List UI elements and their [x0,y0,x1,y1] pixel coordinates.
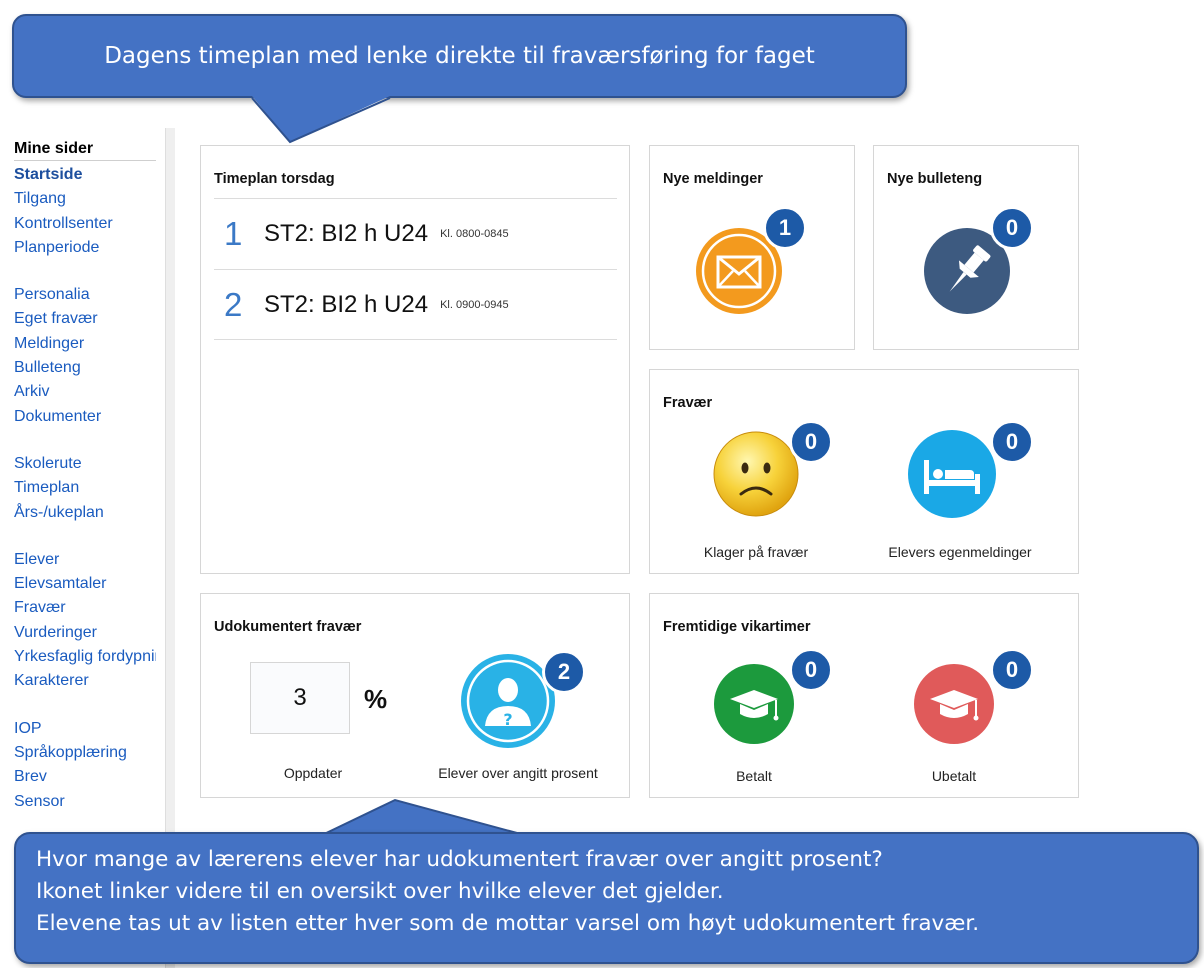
nav-item-kontrollsenter[interactable]: Kontrollsenter [14,214,113,232]
callout-bottom-line-2: Ikonet linker videre til en oversikt ove… [36,879,724,904]
callout-bottom: Hvor mange av lærerens elever har udokum… [14,832,1199,964]
callout-top-tail [251,96,391,144]
nav-item-tilgang[interactable]: Tilgang [14,190,66,208]
callout-top: Dagens timeplan med lenke direkte til fr… [12,14,907,98]
nav-group-5: IOP Språkopplæring Brev Sensor [14,717,156,814]
callout-bottom-tail [319,798,529,837]
udokumentert-panel: Udokumentert fravær 3 % Oppdater ? 2 Ele… [200,593,630,798]
meldinger-title: Nye meldinger [663,171,763,187]
nav-item-elevsamtaler[interactable]: Elevsamtaler [14,575,107,593]
vikartimer-panel: Fremtidige vikartimer 0 Betalt 0 Ubetalt [649,593,1079,798]
nav-item-arkiv[interactable]: Arkiv [14,383,50,401]
nav-group-4: Elever Elevsamtaler Fravær Vurderinger Y… [14,548,156,694]
nav-item-planperiode[interactable]: Planperiode [14,238,100,256]
nav-item-personalia[interactable]: Personalia [14,286,90,304]
meldinger-panel: Nye meldinger 1 [649,145,855,350]
percent-sign: % [364,684,388,714]
update-button[interactable]: Oppdater [283,765,343,781]
nav-group-3: Skolerute Timeplan Års-/ukeplan [14,452,156,525]
lesson-name-link[interactable]: ST2: BI2 h U24 [264,290,429,318]
egenmeldinger-count-badge: 0 [990,420,1034,464]
sidebar-nav: Mine sider Startside Tilgang Kontrollsen… [14,140,156,837]
nav-item-sensor[interactable]: Sensor [14,792,65,810]
timeplan-title: Timeplan torsdag [214,171,335,187]
sidebar-divider [165,128,175,968]
nav-item-meldinger[interactable]: Meldinger [14,334,85,352]
fravaer-panel: Fravær 0 Klager på fravær 0 [649,369,1079,574]
meldinger-count-badge: 1 [763,206,807,250]
nav-item-elever[interactable]: Elever [14,550,60,568]
nav-item-fravaer[interactable]: Fravær [14,599,66,617]
student-question-icon[interactable]: ? [461,654,555,748]
lesson-time: Kl. 0800-0845 [440,228,509,240]
nav-item-brev[interactable]: Brev [14,768,47,786]
nav-item-iop[interactable]: IOP [14,719,42,737]
bulleteng-title: Nye bulleteng [887,171,983,187]
students-over-percent-label[interactable]: Elever over angitt prosent [438,765,598,781]
egenmeldinger-label[interactable]: Elevers egenmeldinger [888,544,1032,560]
klager-label[interactable]: Klager på fravær [703,544,809,560]
timeplan-panel: Timeplan torsdag 1 ST2: BI2 h U24 Kl. 08… [200,145,630,574]
bulleteng-panel: Nye bulleteng 0 [873,145,1079,350]
svg-text:?: ? [503,710,512,729]
klager-count-badge: 0 [789,420,833,464]
betalt-count-badge: 0 [789,648,833,692]
sad-face-icon[interactable] [712,430,800,518]
ubetalt-label[interactable]: Ubetalt [931,768,977,784]
fravaer-title: Fravær [663,395,713,411]
envelope-icon[interactable] [696,228,782,314]
nav-item-timeplan[interactable]: Timeplan [14,479,80,497]
sidebar-title: Mine sider [14,140,156,161]
nav-item-karakterer[interactable]: Karakterer [14,672,89,690]
nav-group-2: Personalia Eget fravær Meldinger Bullete… [14,283,156,429]
nav-item-startside[interactable]: Startside [14,166,83,183]
nav-item-eget-fravaer[interactable]: Eget fravær [14,310,98,328]
nav-item-sprakopplaering[interactable]: Språkopplæring [14,743,127,761]
percent-input[interactable]: 3 [250,662,350,734]
nav-item-dokumenter[interactable]: Dokumenter [14,407,102,425]
udokumentert-title: Udokumentert fravær [214,619,362,635]
nav-item-vurderinger[interactable]: Vurderinger [14,623,98,641]
nav-item-bulleteng[interactable]: Bulleteng [14,359,81,377]
lesson-row-2[interactable]: 2 ST2: BI2 h U24 Kl. 0900-0945 [214,269,617,340]
ubetalt-count-badge: 0 [990,648,1034,692]
lesson-time: Kl. 0900-0945 [440,298,509,311]
betalt-label[interactable]: Betalt [736,768,772,784]
nav-item-skolerute[interactable]: Skolerute [14,454,82,472]
students-count-badge: 2 [542,650,586,694]
bed-icon[interactable] [908,430,996,518]
nav-group-1: Startside Tilgang Kontrollsenter Planper… [14,163,156,260]
lesson-name-link[interactable]: ST2: BI2 h U24 [264,220,429,247]
graduation-cap-icon[interactable] [914,664,994,744]
callout-bottom-line-3: Elevene tas ut av listen etter hver som … [36,911,980,936]
lesson-row-1[interactable]: 1 ST2: BI2 h U24 Kl. 0800-0845 [214,198,617,269]
callout-top-text: Dagens timeplan med lenke direkte til fr… [104,43,815,69]
nav-item-ars-ukeplan[interactable]: Års-/ukeplan [14,503,104,521]
lesson-number: 1 [224,215,243,252]
bulleteng-count-badge: 0 [990,206,1034,250]
callout-bottom-line-1: Hvor mange av lærerens elever har udokum… [36,847,883,872]
nav-item-yrkesfaglig[interactable]: Yrkesfaglig fordypning [14,648,156,666]
vikartimer-title: Fremtidige vikartimer [663,619,811,635]
lesson-number: 2 [224,285,243,323]
graduation-cap-icon[interactable] [714,664,794,744]
